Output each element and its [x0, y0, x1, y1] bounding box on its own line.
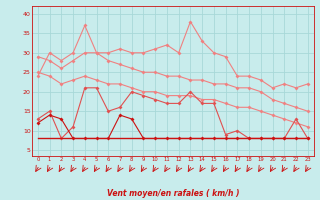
Text: Vent moyen/en rafales ( km/h ): Vent moyen/en rafales ( km/h ) [107, 189, 239, 198]
